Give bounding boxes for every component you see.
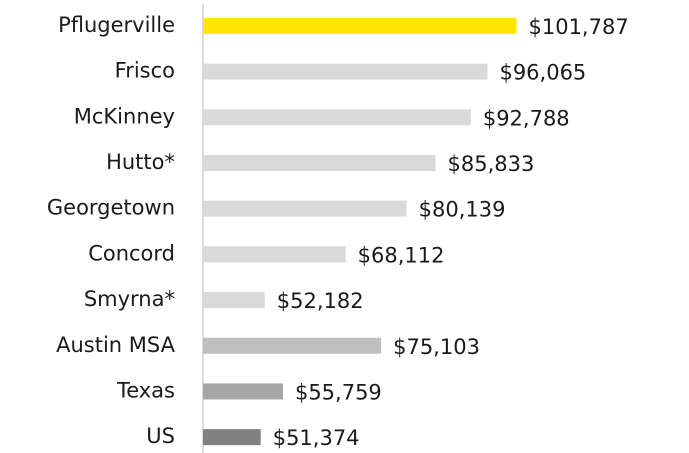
category-label: Georgetown bbox=[47, 196, 175, 220]
bar bbox=[203, 200, 407, 217]
value-label: $52,182 bbox=[277, 289, 364, 313]
value-label: $55,759 bbox=[295, 380, 382, 404]
bar bbox=[203, 109, 471, 126]
bar bbox=[203, 154, 436, 171]
value-label: $85,833 bbox=[448, 152, 535, 176]
value-label: $92,788 bbox=[483, 106, 570, 130]
bar bbox=[203, 429, 261, 446]
category-label: Smyrna* bbox=[84, 287, 175, 311]
category-label: Hutto* bbox=[106, 150, 175, 174]
bar bbox=[203, 292, 265, 309]
value-label: $80,139 bbox=[419, 198, 506, 222]
value-label: $96,065 bbox=[499, 61, 586, 85]
value-label: $51,374 bbox=[273, 426, 360, 450]
category-label: Pflugerville bbox=[58, 13, 175, 37]
value-label: $101,787 bbox=[528, 15, 628, 39]
category-label: Texas bbox=[116, 378, 175, 402]
category-label: McKinney bbox=[74, 104, 175, 128]
bar bbox=[203, 246, 346, 263]
category-label: Austin MSA bbox=[56, 333, 176, 357]
bar bbox=[203, 17, 517, 34]
value-label: $75,103 bbox=[393, 335, 480, 359]
bar bbox=[203, 337, 382, 354]
category-label: Concord bbox=[88, 241, 175, 265]
category-label: US bbox=[146, 424, 175, 448]
bar bbox=[203, 63, 488, 80]
category-label: Frisco bbox=[115, 59, 175, 83]
value-label: $68,112 bbox=[358, 243, 445, 267]
bar bbox=[203, 383, 283, 400]
